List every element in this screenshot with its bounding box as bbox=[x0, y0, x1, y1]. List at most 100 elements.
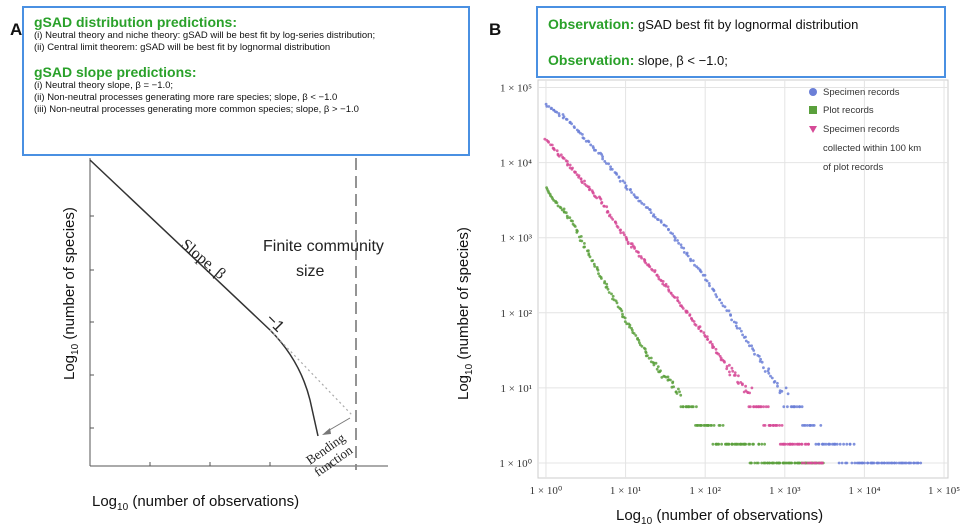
data-point bbox=[813, 461, 817, 465]
data-point bbox=[721, 424, 725, 427]
data-point bbox=[640, 201, 644, 205]
data-point bbox=[603, 160, 607, 163]
data-point bbox=[681, 405, 685, 409]
data-point bbox=[790, 461, 794, 465]
data-point bbox=[667, 289, 671, 293]
data-point bbox=[720, 301, 723, 305]
data-point bbox=[760, 360, 764, 364]
data-point bbox=[723, 305, 727, 309]
legend-label-specimen-100km-1: Specimen records bbox=[823, 124, 900, 135]
data-point bbox=[695, 405, 698, 409]
data-point bbox=[741, 382, 744, 386]
data-point bbox=[622, 231, 625, 235]
data-point bbox=[793, 461, 797, 465]
slope-label: Slope, β bbox=[177, 236, 228, 283]
data-point bbox=[623, 316, 627, 320]
x-tick-label: 1 × 10⁴ bbox=[848, 485, 880, 497]
data-point bbox=[694, 323, 698, 327]
data-point bbox=[669, 378, 672, 382]
data-point bbox=[760, 442, 764, 446]
data-point bbox=[786, 405, 789, 409]
data-point bbox=[687, 405, 691, 409]
data-point bbox=[717, 442, 721, 446]
data-point bbox=[602, 204, 606, 208]
data-point bbox=[752, 349, 756, 352]
data-point bbox=[760, 461, 764, 465]
data-point bbox=[575, 231, 579, 234]
data-point bbox=[766, 369, 770, 373]
data-point bbox=[749, 461, 753, 465]
data-point bbox=[797, 442, 801, 446]
data-point bbox=[769, 424, 772, 427]
y-tick-label: 1 × 10⁴ bbox=[500, 158, 532, 170]
data-point bbox=[866, 461, 869, 465]
data-point bbox=[714, 293, 718, 296]
data-point bbox=[630, 242, 634, 246]
data-point bbox=[766, 405, 770, 409]
legend-label-plot: Plot records bbox=[823, 105, 874, 116]
data-point bbox=[621, 312, 624, 316]
panel-b-plot: 1 × 10⁰ 1 × 10¹ 1 × 10² 1 × 10³ 1 × 10⁴ 1 × 1… bbox=[499, 79, 960, 497]
data-point bbox=[784, 386, 788, 390]
slope-predictions-title: gSAD slope predictions: bbox=[34, 64, 197, 80]
legend-marker-specimen-100km bbox=[809, 126, 817, 133]
observation-2: Observation: slope, β < −1.0; bbox=[548, 52, 728, 68]
data-point bbox=[800, 442, 804, 446]
data-point bbox=[786, 392, 790, 396]
data-point bbox=[912, 461, 915, 465]
data-point bbox=[550, 106, 553, 110]
data-point bbox=[916, 461, 920, 465]
x-tick-label: 1 × 10³ bbox=[769, 485, 801, 497]
data-point bbox=[595, 196, 599, 200]
data-point bbox=[763, 370, 767, 373]
data-point bbox=[557, 114, 561, 118]
data-point bbox=[646, 206, 649, 210]
bending-arrow-head bbox=[322, 428, 331, 435]
data-point bbox=[812, 424, 816, 427]
data-point bbox=[793, 442, 797, 446]
data-point bbox=[706, 424, 710, 427]
observation-1-label: Observation: bbox=[548, 16, 635, 32]
data-point bbox=[845, 461, 849, 465]
data-point bbox=[637, 251, 640, 254]
data-point bbox=[587, 185, 591, 189]
data-point bbox=[646, 354, 649, 357]
data-point bbox=[735, 326, 739, 330]
data-point bbox=[651, 268, 654, 272]
data-point bbox=[623, 320, 627, 323]
legend-label-specimen-100km-3: of plot records bbox=[823, 162, 883, 173]
data-point bbox=[623, 181, 627, 185]
data-point bbox=[711, 442, 715, 446]
data-point bbox=[773, 380, 777, 383]
panel-a-letter: A bbox=[10, 20, 23, 39]
data-point bbox=[638, 199, 642, 203]
panel-a-xlabel: Log10 (number of observations) bbox=[92, 493, 299, 513]
data-point bbox=[617, 175, 621, 179]
slope-prediction-2: (ii) Non-neutral processes generating mo… bbox=[34, 92, 338, 103]
data-point bbox=[715, 295, 719, 299]
slope-prediction-3: (iii) Non-neutral processes generating m… bbox=[34, 104, 359, 115]
data-point bbox=[725, 309, 729, 312]
data-point bbox=[566, 163, 569, 167]
slope-prediction-1: (i) Neutral theory slope, β = −1.0; bbox=[34, 80, 174, 91]
data-point bbox=[762, 405, 765, 409]
data-point bbox=[714, 347, 718, 351]
data-point bbox=[752, 442, 755, 446]
data-point bbox=[666, 285, 670, 289]
x-tick-label: 1 × 10⁵ bbox=[928, 485, 960, 497]
data-point bbox=[562, 207, 566, 211]
data-point bbox=[783, 442, 787, 446]
data-point bbox=[767, 367, 771, 371]
data-point bbox=[619, 231, 623, 235]
data-point bbox=[557, 154, 561, 158]
data-point bbox=[723, 360, 726, 364]
data-point bbox=[804, 424, 807, 427]
data-point bbox=[759, 405, 763, 409]
data-point bbox=[863, 461, 866, 465]
data-point bbox=[626, 242, 630, 246]
data-point bbox=[600, 153, 604, 156]
data-point bbox=[824, 442, 828, 446]
data-point bbox=[791, 442, 795, 446]
data-point bbox=[764, 405, 768, 409]
data-point bbox=[775, 424, 779, 427]
